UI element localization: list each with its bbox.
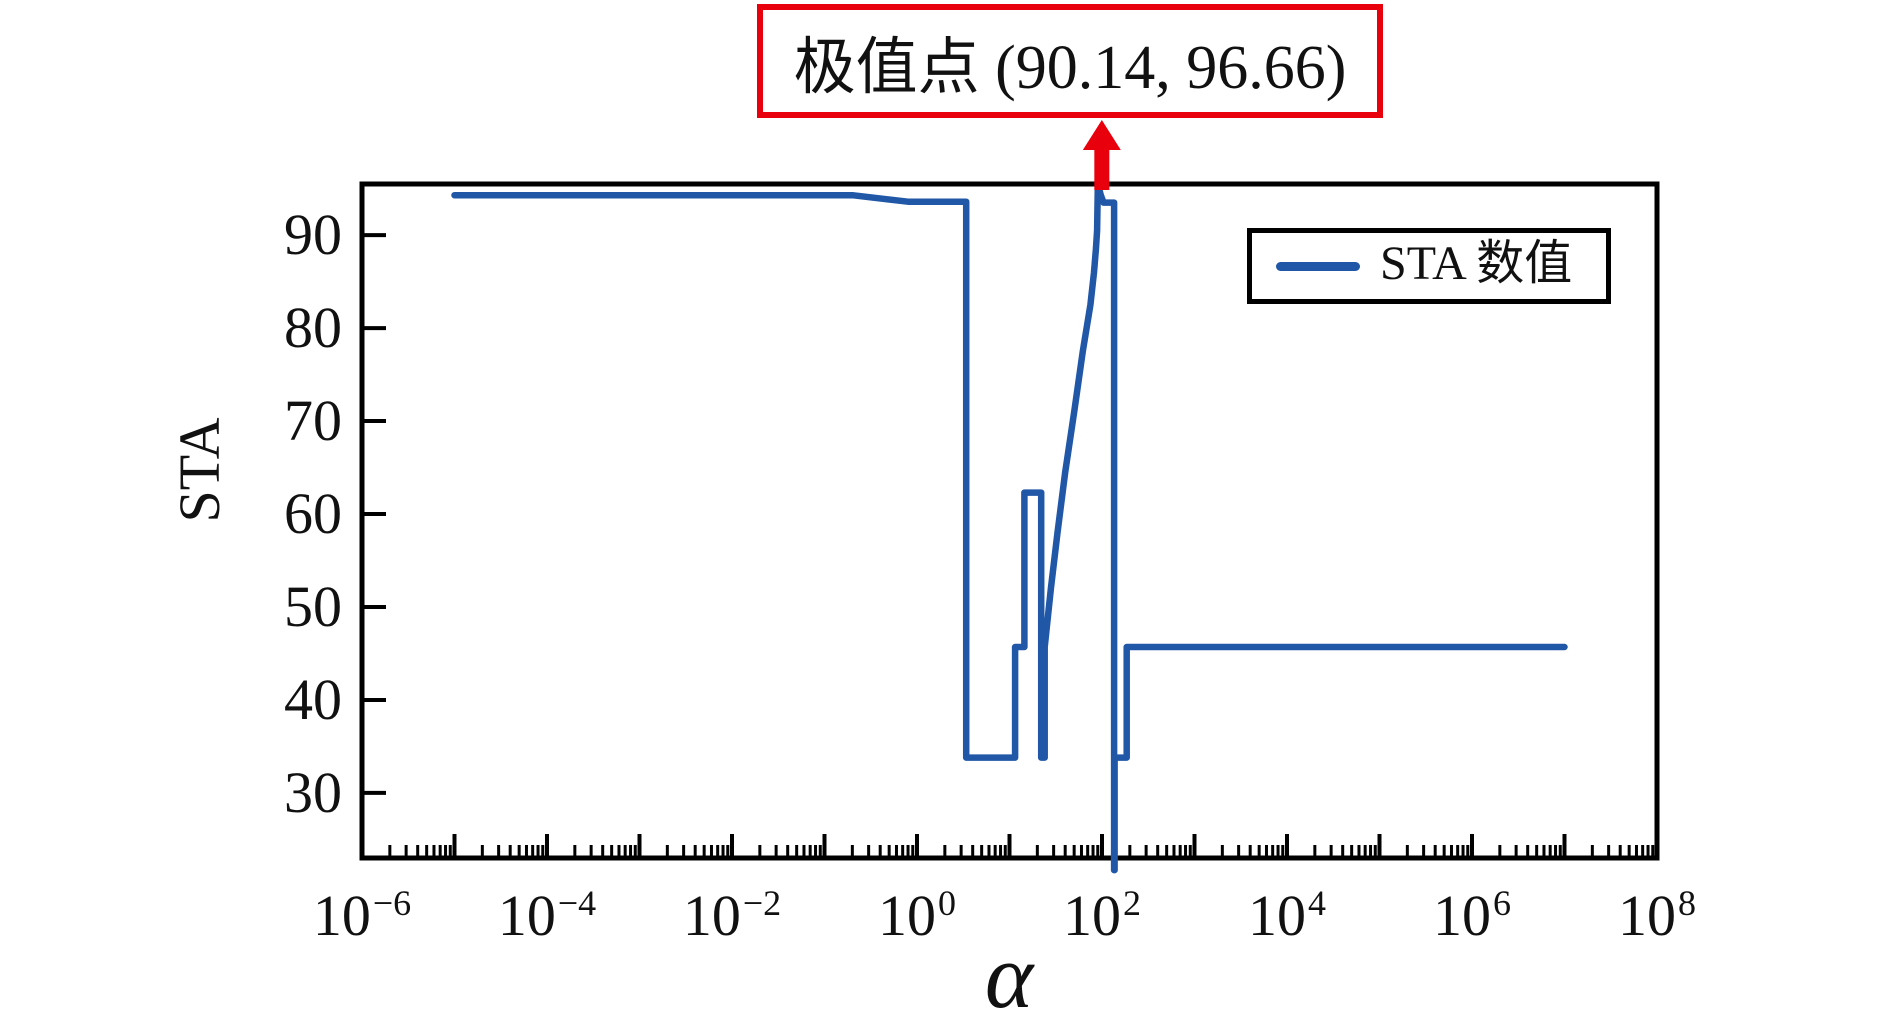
y-tick-label: 30 [284, 759, 342, 825]
extremum-annotation-box: 极值点 (90.14, 96.66) [757, 4, 1383, 118]
x-tick-label: 10−6 [312, 882, 412, 948]
y-tick-label: 90 [284, 202, 342, 268]
x-tick-label: 100 [878, 882, 956, 948]
legend-line-sample-icon [1276, 261, 1360, 271]
y-tick-label: 40 [284, 667, 342, 732]
x-tick-label: 10−2 [682, 882, 782, 948]
annotation-arrow-head-icon [1082, 120, 1121, 150]
x-axis-title: α [984, 925, 1034, 1027]
legend-label: STA 数值 [1380, 237, 1573, 290]
annotation-arrow-shaft [1094, 148, 1110, 190]
x-tick-label: 106 [1433, 882, 1511, 948]
extremum-annotation-text: 极值点 (90.14, 96.66) [793, 34, 1347, 102]
x-tick-label: 102 [1063, 882, 1141, 948]
sta-curve-line [451, 183, 1568, 874]
y-tick-label: 80 [284, 295, 342, 361]
x-tick-label: 108 [1618, 882, 1696, 948]
legend: STA 数值 [1247, 228, 1611, 304]
x-tick-label: 104 [1248, 882, 1326, 948]
x-tick-label: 10−4 [497, 882, 597, 948]
plot-box-spines [359, 181, 1660, 861]
y-tick-label: 60 [284, 481, 342, 546]
y-tick-label: 50 [284, 574, 342, 639]
y-tick-label: 70 [284, 388, 342, 454]
y-axis-title: STA [167, 417, 232, 523]
